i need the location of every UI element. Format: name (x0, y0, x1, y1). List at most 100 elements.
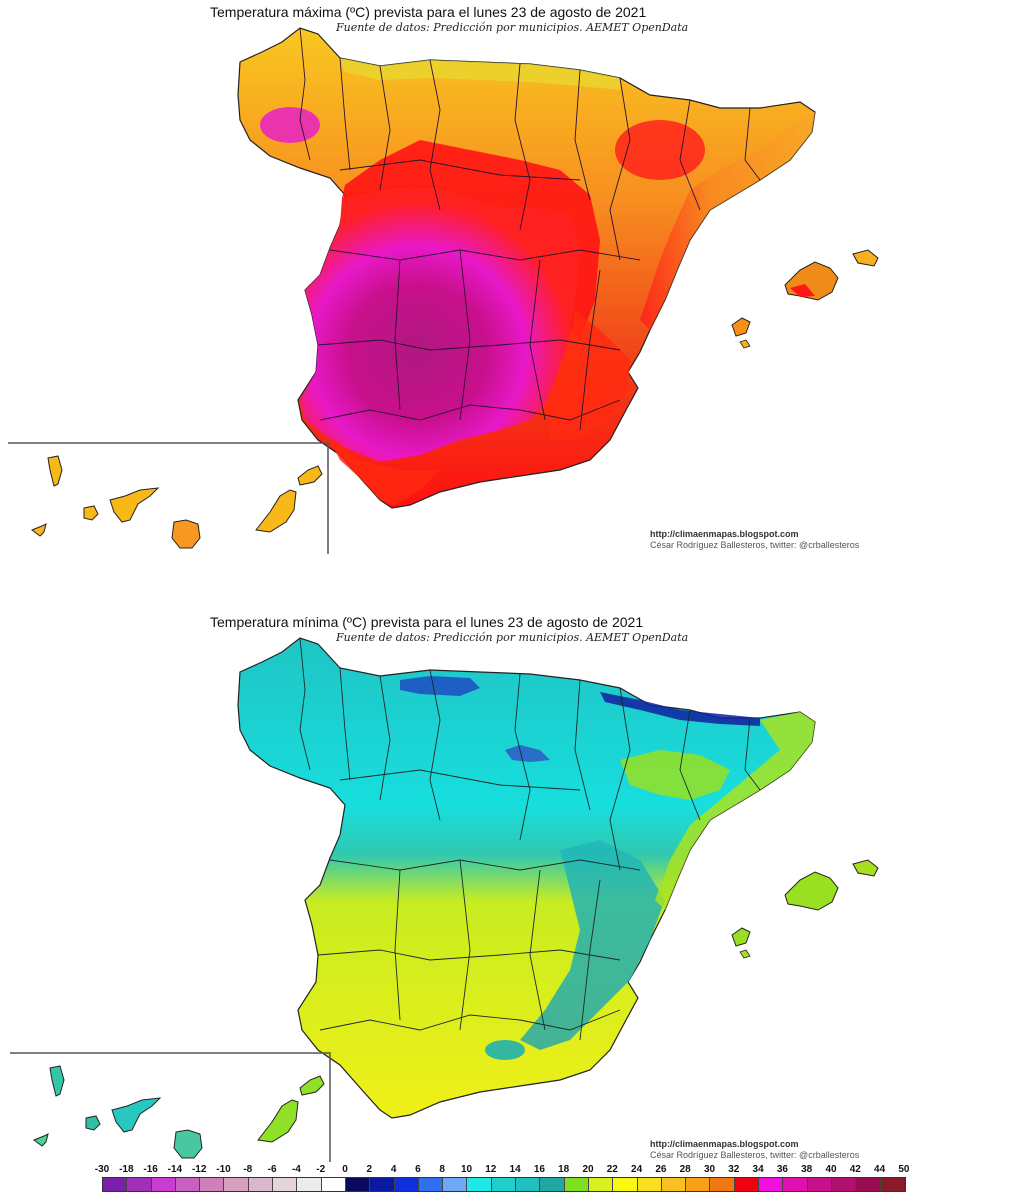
galicia-hot-area (260, 107, 320, 143)
legend-swatch (807, 1178, 832, 1191)
tenerife (111, 1097, 162, 1133)
legend-tick-label: -12 (191, 1164, 207, 1175)
legend-swatch (710, 1178, 735, 1191)
legend-tick-label: -18 (119, 1164, 134, 1175)
legend-swatch (759, 1178, 784, 1191)
province-borders (299, 637, 761, 1041)
legend-swatch (467, 1178, 492, 1191)
legend-tick-label: 22 (606, 1164, 618, 1175)
credit-author: César Rodríguez Ballesteros, twitter: @c… (650, 1150, 860, 1160)
max-temperature-panel: Temperatura máxima (ºC) prevista para el… (8, 4, 879, 554)
central-system-cold (505, 745, 550, 762)
legend-swatch (613, 1178, 638, 1191)
legend-color-bar (102, 1177, 906, 1192)
la-gomera (85, 1115, 101, 1131)
legend-swatch (297, 1178, 322, 1191)
min-map-credit: http://climaenmapas.blogspot.com César R… (650, 1139, 859, 1161)
legend-swatch (637, 1178, 662, 1191)
gran-canaria (173, 1129, 203, 1159)
legend-swatch (394, 1178, 419, 1191)
legend-tick-label: 28 (679, 1164, 691, 1175)
el-hierro (30, 523, 47, 537)
red-band-south (330, 440, 440, 505)
la-gomera (83, 505, 99, 521)
sierra-nevada-cool (485, 1040, 525, 1060)
legend-tick-label: 30 (703, 1164, 716, 1175)
cantabrian-coast (340, 58, 620, 90)
province-borders (299, 27, 761, 431)
legend-swatch (103, 1178, 128, 1191)
legend-swatch (273, 1178, 298, 1191)
lanzarote (299, 1075, 325, 1096)
formentera (739, 949, 751, 959)
eastern-mountains-cool (520, 840, 665, 1050)
legend-tick-label: 0 (342, 1164, 348, 1175)
legend-tick-label: 44 (874, 1164, 886, 1175)
legend-tick-label: -30 (94, 1164, 110, 1175)
legend-tick-labels: -30 -18 -16 -14 -12 -10 -8 -6 -4 -2 0 2 4 6 8 10 12 14 16 1… (95, 1164, 910, 1176)
menorca (852, 249, 879, 267)
credit-url: http://climaenmapas.blogspot.com (650, 1139, 799, 1149)
legend-swatch (734, 1178, 760, 1191)
el-hierro (32, 1133, 49, 1147)
canary-islands (30, 455, 323, 549)
legend-swatch (224, 1178, 249, 1191)
tenerife (109, 487, 160, 523)
ebro-hot-area (615, 120, 705, 180)
legend-swatch (564, 1178, 589, 1191)
hot-core-region (300, 188, 580, 462)
min-temperature-map (10, 637, 879, 1162)
ebro-valley-warm (620, 750, 730, 800)
ibiza (731, 317, 751, 337)
gran-canaria (171, 519, 201, 549)
pyrenees-cold (600, 692, 760, 726)
max-map-credit: http://climaenmapas.blogspot.com César R… (650, 529, 859, 551)
legend-swatch (443, 1178, 468, 1191)
mediterranean-coast-warm (655, 712, 815, 910)
legend-tick-label: 18 (558, 1164, 570, 1175)
red-band-east (545, 310, 630, 440)
mallorca (784, 871, 839, 911)
legend-swatch (516, 1178, 541, 1191)
min-temperature-panel: Temperatura mínima (ºC) prevista para el… (0, 610, 1024, 1162)
legend-swatch (127, 1178, 152, 1191)
legend-tick-label: 8 (439, 1164, 445, 1175)
legend-tick-label: 14 (509, 1164, 521, 1175)
legend-swatch (686, 1178, 711, 1191)
legend-tick-label: 50 (898, 1164, 910, 1175)
legend-tick-label: -16 (143, 1164, 158, 1175)
mediterranean-coast (640, 112, 815, 330)
legend-tick-label: 36 (776, 1164, 788, 1175)
legend-tick-label: 34 (752, 1164, 764, 1175)
legend-swatch (200, 1178, 225, 1191)
legend-swatch (588, 1178, 614, 1191)
red-band-meseta (342, 140, 600, 340)
fuerteventura (255, 489, 297, 533)
legend-tick-label: -6 (267, 1164, 277, 1175)
legend-tick-label: -8 (243, 1164, 253, 1175)
mallorca-hot-area (790, 284, 815, 297)
legend-tick-label: 38 (801, 1164, 813, 1175)
legend-tick-label: -14 (167, 1164, 183, 1175)
canary-inset-frame (8, 442, 329, 554)
legend-swatch (370, 1178, 395, 1191)
legend-tick-label: -10 (216, 1164, 231, 1175)
legend-tick-label: 16 (533, 1164, 545, 1175)
legend-tick-label: 4 (390, 1164, 397, 1175)
legend-tick-label: 20 (582, 1164, 594, 1175)
legend-swatch (321, 1178, 346, 1191)
legend-tick-label: 10 (460, 1164, 473, 1175)
legend-tick-label: 2 (366, 1164, 373, 1175)
legend-tick-label: 32 (728, 1164, 740, 1175)
legend-swatch (248, 1178, 274, 1191)
canary-inset-frame (10, 1052, 331, 1162)
max-map-subtitle: Fuente de datos: Predicción por municipi… (336, 21, 689, 34)
legend-tick-label: -4 (291, 1164, 301, 1175)
la-palma (49, 1065, 65, 1097)
max-temperature-map (8, 27, 879, 554)
fuerteventura (257, 1099, 299, 1143)
legend-tick-label: 42 (849, 1164, 861, 1175)
legend-swatch (175, 1178, 201, 1191)
legend-swatch (540, 1178, 565, 1191)
legend-tick-label: 26 (655, 1164, 667, 1175)
